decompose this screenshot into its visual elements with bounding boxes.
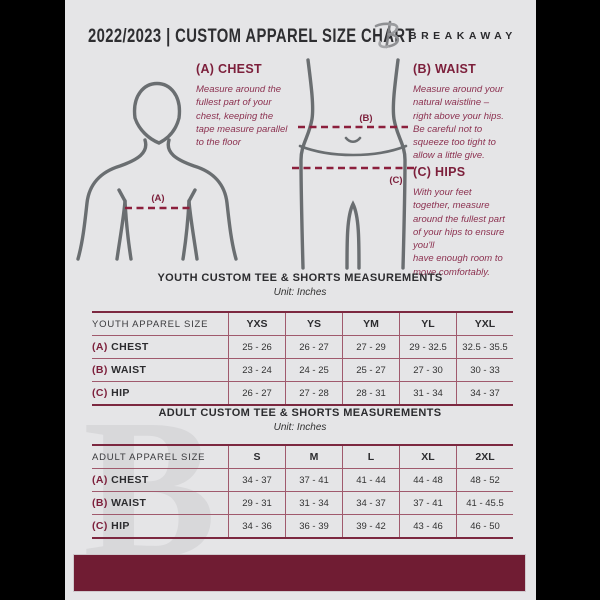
measurement-value-cell: 34 - 37: [228, 468, 286, 492]
measurement-name: WAIST: [107, 364, 147, 376]
measurement-value-cell: 41 - 44: [342, 468, 400, 492]
apparel-size-header: ADULT APPAREL SIZE: [92, 451, 206, 463]
youth-table-title: YOUTH CUSTOM TEE & SHORTS MEASUREMENTS: [157, 272, 443, 284]
measurement-value-cell: 30 - 33: [456, 358, 513, 382]
measurement-name: HIP: [107, 387, 130, 399]
adult-size-table: ADULT APPAREL SIZE S M L XL 2XL (A) CHEST 34 - …: [92, 444, 513, 539]
waist-guide-text: Measure around your natural waistline – …: [413, 84, 504, 162]
measurement-value-cell: 25 - 27: [342, 358, 400, 382]
hips-guide-text: With your feet together, measure around …: [413, 187, 505, 278]
measurement-value-cell: 27 - 30: [399, 358, 457, 382]
size-chart-page: B 2022/2023 | CUSTOM APPAREL SIZE CHART …: [65, 0, 536, 600]
breakaway-logo-icon: [374, 20, 400, 49]
size-column-header: L: [342, 445, 400, 469]
size-column-header: M: [285, 445, 343, 469]
measurement-row-label: (A) CHEST: [92, 468, 229, 492]
measurement-value-cell: 25 - 26: [228, 335, 286, 359]
chest-guide: (A) CHEST Measure around the fullest par…: [196, 62, 312, 149]
measurement-value-cell: 24 - 25: [285, 358, 343, 382]
measurement-value-cell: 37 - 41: [399, 491, 457, 515]
measurement-row: (C) HIP 26 - 27 27 - 28 28 - 31 31 - 34 34 - …: [92, 381, 513, 405]
measurement-value-cell: 36 - 39: [285, 514, 343, 538]
measurement-value-cell: 23 - 24: [228, 358, 286, 382]
marker-prefix: (C): [92, 520, 108, 532]
upper-body-diagram: (A): [76, 82, 238, 261]
size-column-header: XL: [399, 445, 457, 469]
measurement-row: (B) WAIST 23 - 24 24 - 25 25 - 27 27 - 30 30 …: [92, 358, 513, 382]
measurement-value-cell: 27 - 28: [285, 381, 343, 405]
measurement-value-cell: 29 - 32.5: [399, 335, 457, 359]
brand-name: BREAKAWAY: [409, 30, 517, 42]
size-column-header: YS: [285, 312, 343, 336]
measurement-value-cell: 41 - 45.5: [456, 491, 513, 515]
chest-marker-label: (A): [151, 193, 164, 204]
waist-marker-label: (B): [359, 113, 372, 124]
measurement-row: (A) CHEST 34 - 37 37 - 41 41 - 44 44 - 48 48 …: [92, 468, 513, 492]
table-header-row: YOUTH APPAREL SIZE YXS YS YM YL YXL: [92, 312, 513, 336]
adult-table-unit: Unit: Inches: [273, 422, 327, 433]
waist-guide: (B) WAIST Measure around your natural wa…: [413, 62, 531, 163]
measurement-value-cell: 28 - 31: [342, 381, 400, 405]
measurement-row-label: (B) WAIST: [92, 358, 229, 382]
table-header-row: ADULT APPAREL SIZE S M L XL 2XL: [92, 445, 513, 469]
marker-prefix: (A): [92, 341, 108, 353]
apparel-size-header: YOUTH APPAREL SIZE: [92, 318, 209, 330]
page-title: 2022/2023 | CUSTOM APPAREL SIZE CHART: [88, 26, 415, 47]
size-column-header: S: [228, 445, 286, 469]
chest-guide-text: Measure around the fullest part of your …: [196, 84, 288, 149]
measurement-row-label: (C) HIP: [92, 514, 229, 538]
measurement-row: (C) HIP 34 - 36 36 - 39 39 - 42 43 - 46 46 - …: [92, 514, 513, 538]
measurement-value-cell: 34 - 37: [456, 381, 513, 405]
size-column-header: 2XL: [456, 445, 513, 469]
measurement-row-label: (A) CHEST: [92, 335, 229, 359]
measurement-row: (B) WAIST 29 - 31 31 - 34 34 - 37 37 - 41 41 …: [92, 491, 513, 515]
size-column-header: YXL: [456, 312, 513, 336]
hips-guide: (C) HIPS With your feet together, measur…: [413, 165, 531, 279]
measurement-row-label: (B) WAIST: [92, 491, 229, 515]
adult-table-title: ADULT CUSTOM TEE & SHORTS MEASUREMENTS: [158, 407, 442, 419]
measurement-value-cell: 34 - 36: [228, 514, 286, 538]
size-column-header: YM: [342, 312, 400, 336]
footer-accent-bar: [73, 554, 526, 592]
marker-prefix: (C): [92, 387, 108, 399]
waist-guide-heading: (B) WAIST: [413, 62, 477, 76]
hips-marker-label: (C): [389, 175, 402, 186]
measurement-name: CHEST: [107, 341, 149, 353]
measurement-name: CHEST: [107, 474, 149, 486]
measurement-value-cell: 29 - 31: [228, 491, 286, 515]
size-column-header: YXS: [228, 312, 286, 336]
marker-prefix: (A): [92, 474, 108, 486]
measurement-row: (A) CHEST 25 - 26 26 - 27 27 - 29 29 - 32.5 3…: [92, 335, 513, 359]
measurement-value-cell: 46 - 50: [456, 514, 513, 538]
marker-prefix: (B): [92, 364, 108, 376]
measurement-value-cell: 26 - 27: [285, 335, 343, 359]
measurement-value-cell: 31 - 34: [285, 491, 343, 515]
youth-table-unit: Unit: Inches: [273, 287, 327, 298]
measurement-value-cell: 39 - 42: [342, 514, 400, 538]
youth-size-table: YOUTH APPAREL SIZE YXS YS YM YL YXL (A) CHEST 2…: [92, 311, 513, 406]
measurement-value-cell: 27 - 29: [342, 335, 400, 359]
size-column-header: YL: [399, 312, 457, 336]
measurement-value-cell: 37 - 41: [285, 468, 343, 492]
marker-prefix: (B): [92, 497, 108, 509]
measurement-value-cell: 31 - 34: [399, 381, 457, 405]
measurement-name: HIP: [107, 520, 130, 532]
lower-body-diagram: (B) (C): [292, 58, 414, 270]
measurement-value-cell: 32.5 - 35.5: [456, 335, 513, 359]
chest-guide-heading: (A) CHEST: [196, 62, 262, 76]
measurement-value-cell: 48 - 52: [456, 468, 513, 492]
measurement-name: WAIST: [107, 497, 147, 509]
measurement-value-cell: 43 - 46: [399, 514, 457, 538]
measurement-value-cell: 44 - 48: [399, 468, 457, 492]
hips-guide-heading: (C) HIPS: [413, 165, 466, 179]
measurement-value-cell: 26 - 27: [228, 381, 286, 405]
measurement-row-label: (C) HIP: [92, 381, 229, 405]
measurement-value-cell: 34 - 37: [342, 491, 400, 515]
